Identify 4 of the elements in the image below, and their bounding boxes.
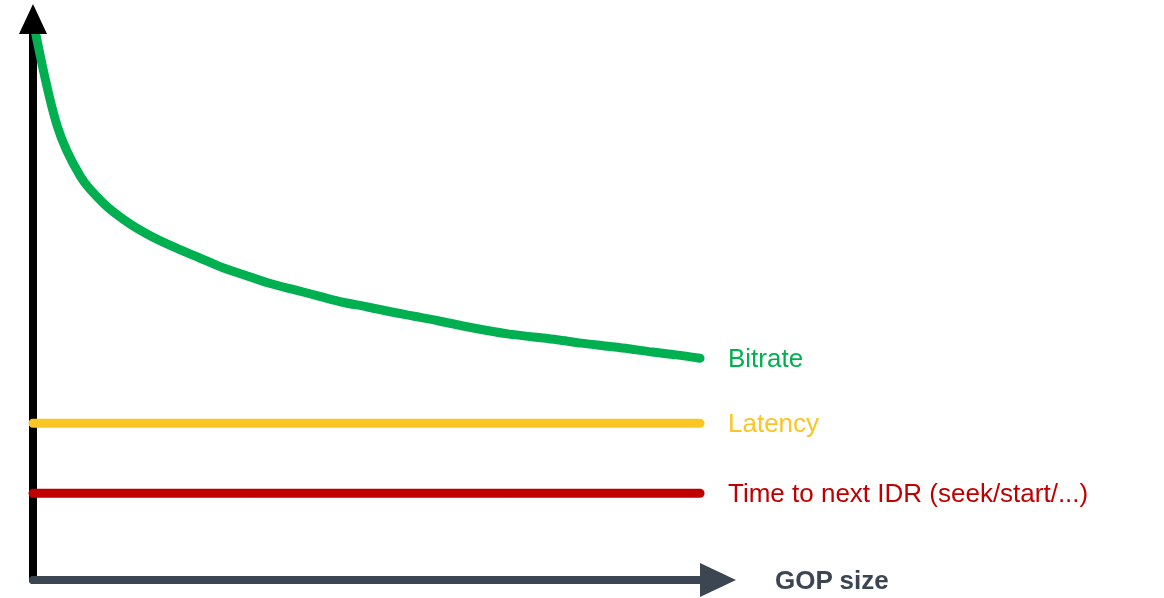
series-label: Latency <box>728 408 820 439</box>
series-label: Bitrate <box>728 343 804 374</box>
series-label: Time to next IDR (seek/start/...) <box>728 478 1089 509</box>
x-axis-title: GOP size <box>775 565 889 595</box>
